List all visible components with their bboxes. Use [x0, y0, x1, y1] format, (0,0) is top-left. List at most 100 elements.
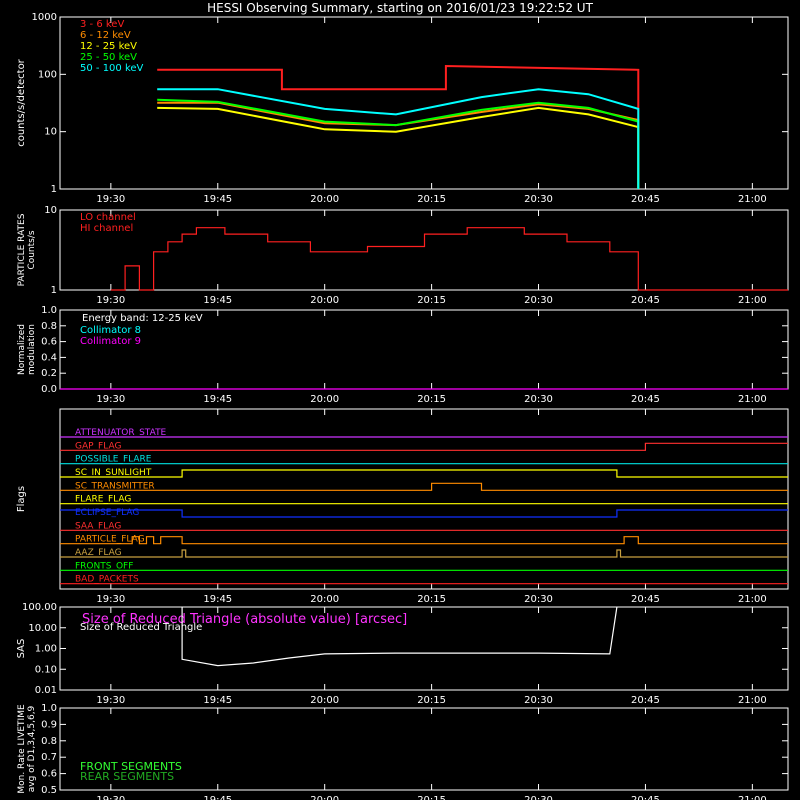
panel-6-xtick-label: 21:00 [738, 795, 767, 800]
panel-3-xtick-label: 20:15 [417, 394, 446, 405]
panel-6-xtick-label: 20:00 [310, 795, 339, 800]
panel-5-ytick-label: 0.01 [35, 685, 57, 696]
panel-6-ytick-label: 0.9 [41, 719, 57, 730]
panel-1-ytick-label: 10 [44, 127, 57, 138]
panel-1-series-line [157, 64, 640, 189]
panel-1-xtick-label: 19:45 [203, 194, 232, 205]
panel-6-ytick-label: 0.7 [41, 752, 57, 763]
panel-2-frame [59, 209, 789, 291]
panel-2-xtick-label: 20:30 [524, 295, 553, 306]
panel-4-xtick-label: 20:15 [417, 594, 446, 605]
panel-3-ylabel2: modulation [27, 324, 37, 375]
panel-6-xtick-label: 20:30 [524, 795, 553, 800]
flag-label: SC_IN_SUNLIGHT [75, 468, 152, 478]
panel-1-legend-entry: 6 - 12 keV [80, 30, 131, 41]
flag-line-sc_transmitter [60, 482, 788, 491]
panel-1-xtick-label: 19:30 [96, 194, 125, 205]
panel-6-xtick-label: 20:45 [631, 795, 660, 800]
flag-label: GAP_FLAG [75, 441, 121, 451]
panel-4-ylabel: Flags [16, 486, 27, 512]
panel-3-xtick-label: 19:30 [96, 394, 125, 405]
panel-2-legend-entry: HI channel [80, 223, 133, 234]
panel-2-xtick-label: 19:45 [203, 295, 232, 306]
panel-1-series-line [157, 106, 640, 189]
panel-5-ytick-label: 1.00 [35, 644, 57, 655]
panel-4-xtick-label: 20:30 [524, 594, 553, 605]
flag-line-sc_in_sunlight [60, 469, 788, 478]
panel-2-ylabel: PARTICLE RATES [17, 213, 27, 286]
panel-1-xtick-label: 20:30 [524, 194, 553, 205]
panel-6-ytick-label: 0.5 [41, 785, 57, 796]
flag-line-gap_flag [60, 442, 788, 451]
panel-3-legend-entry: Collimator 9 [80, 336, 141, 347]
panel-5-legend-entry: Size of Reduced Triangle [80, 622, 202, 633]
panel-3-xtick-label: 20:45 [631, 394, 660, 405]
panel-1-ylabel: counts/s/detector [16, 58, 27, 146]
panel-2-xtick-label: 20:00 [310, 295, 339, 306]
panel-1-ytick-label: 1 [51, 184, 57, 195]
panel-5-annotation: Size of Reduced Triangle (absolute value… [82, 612, 407, 627]
panel-6-ylabel: Mon. Rate LIVETIME [17, 704, 27, 794]
panel-5-xtick-label: 21:00 [738, 695, 767, 706]
panel-1-xtick-label: 20:00 [310, 194, 339, 205]
panel-6-ytick-label: 0.6 [41, 769, 57, 780]
panel-4-xtick-label: 20:45 [631, 594, 660, 605]
panel-1-xtick-label: 21:00 [738, 194, 767, 205]
panel-5-xtick-label: 19:45 [203, 695, 232, 706]
panel-6-ylabel2: avg of D1,3,4,5,6,9 [27, 705, 37, 792]
plot-title: HESSI Observing Summary, starting on 201… [207, 1, 593, 15]
panel-2-xtick-label: 21:00 [738, 295, 767, 306]
panel-6-legend-entry: FRONT SEGMENTS [80, 760, 182, 773]
flag-label: BAD_PACKETS [75, 575, 139, 585]
flag-label: SC_TRANSMITTER [75, 481, 155, 491]
panel-4-xtick-label: 19:45 [203, 594, 232, 605]
panel-3-ytick-label: 0.8 [41, 321, 57, 332]
panel-3-ytick-label: 0.4 [41, 352, 57, 363]
panel-2-xtick-label: 20:45 [631, 295, 660, 306]
panel-1-legend-entry: 50 - 100 keV [80, 63, 144, 74]
panel-2-xtick-label: 19:30 [96, 295, 125, 306]
panel-5-ytick-label: 10.00 [28, 623, 57, 634]
panel-6-legend-entry: REAR SEGMENTS [80, 770, 174, 783]
panel-5-series-line [181, 606, 618, 667]
panel-5-ylabel: SAS [16, 639, 27, 659]
panel-3-ytick-label: 1.0 [41, 305, 57, 316]
panel-1-legend-entry: 25 - 50 keV [80, 52, 137, 63]
panel-2-legend-entry: LO channel [80, 212, 136, 223]
flag-label: FLARE_FLAG [75, 495, 131, 505]
flag-label: POSSIBLE_FLARE [75, 455, 152, 465]
panel-6-ytick-label: 0.8 [41, 736, 57, 747]
panel-3-xtick-label: 19:45 [203, 394, 232, 405]
flag-label: ECLIPSE_FLAG [75, 508, 139, 518]
panel-3-xtick-label: 20:00 [310, 394, 339, 405]
panel-1-legend-entry: 12 - 25 keV [80, 41, 137, 52]
panel-3-legend-entry: Collimator 8 [80, 325, 141, 336]
panel-1-frame [59, 16, 789, 190]
panel-2-ytick-label: 10 [44, 205, 57, 216]
panel-3-ytick-label: 0.2 [41, 368, 57, 379]
flag-label: AAZ_FLAG [75, 548, 122, 558]
panel-6-xtick-label: 20:15 [417, 795, 446, 800]
flag-label: SAA_FLAG [75, 521, 121, 531]
panel-1-series-line [157, 101, 640, 189]
panel-6-xtick-label: 19:45 [203, 795, 232, 800]
panel-3-annotation: Energy band: 12-25 keV [82, 313, 203, 324]
panel-6-ytick-label: 1.0 [41, 703, 57, 714]
flag-line-aaz_flag [60, 549, 788, 558]
panel-5-xtick-label: 20:15 [417, 695, 446, 706]
panel-2-xtick-label: 20:15 [417, 295, 446, 306]
panel-2-ytick-label: 1 [51, 285, 57, 296]
panel-1-series-line [157, 98, 640, 189]
panel-4-xtick-label: 19:30 [96, 594, 125, 605]
panel-5-xtick-label: 20:30 [524, 695, 553, 706]
panel-5-ytick-label: 0.10 [35, 664, 57, 675]
panel-3-ylabel: Normalized [17, 324, 27, 375]
panel-3-xtick-label: 21:00 [738, 394, 767, 405]
flag-line-eclipse_flag [60, 509, 788, 518]
panel-3-ytick-label: 0.6 [41, 337, 57, 348]
panel-1-ytick-label: 100 [38, 69, 57, 80]
panel-1-legend-entry: 3 - 6 keV [80, 19, 124, 30]
flag-label: PARTICLE_FLAG [75, 535, 145, 545]
flag-label: FRONTS_OFF [75, 561, 133, 571]
